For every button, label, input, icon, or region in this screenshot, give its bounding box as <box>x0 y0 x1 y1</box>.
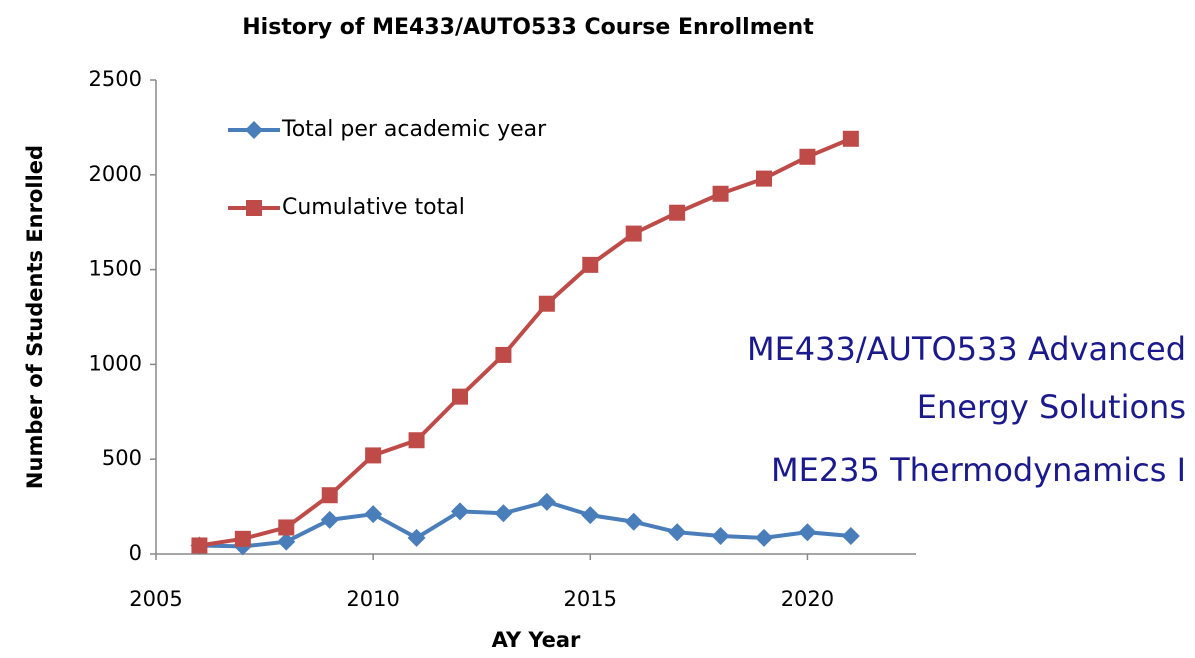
marker <box>712 185 729 202</box>
marker <box>711 526 730 545</box>
marker <box>538 295 555 312</box>
marker <box>277 532 296 551</box>
marker <box>407 528 426 547</box>
y-tick-label: 2500 <box>89 67 142 91</box>
marker <box>841 526 860 545</box>
marker <box>537 492 556 511</box>
x-tick-label: 2005 <box>129 587 182 611</box>
marker <box>495 346 512 363</box>
marker <box>582 256 599 273</box>
marker <box>234 530 251 547</box>
y-tick-label: 2000 <box>89 162 142 186</box>
x-axis-label: AY Year <box>492 628 581 652</box>
y-tick-label: 0 <box>129 541 142 565</box>
x-tick-label: 2010 <box>346 587 399 611</box>
annotation: ME433/AUTO533 Advanced <box>747 330 1186 368</box>
marker <box>625 225 642 242</box>
y-tick-label: 500 <box>102 446 142 470</box>
marker <box>494 504 513 523</box>
marker <box>624 512 643 531</box>
x-tick-label: 2020 <box>781 587 834 611</box>
marker <box>321 487 338 504</box>
marker <box>668 523 687 542</box>
marker <box>669 204 686 221</box>
marker <box>756 170 772 187</box>
annotation: Energy Solutions <box>917 388 1186 426</box>
x-tick-label: 2015 <box>564 587 617 611</box>
marker <box>842 130 859 147</box>
legend-label: Cumulative total <box>282 195 465 220</box>
marker <box>320 510 339 529</box>
series-line <box>199 499 852 549</box>
marker <box>581 506 600 525</box>
chart-title: History of ME433/AUTO533 Course Enrollme… <box>242 15 814 40</box>
marker <box>798 523 817 542</box>
marker <box>278 519 295 536</box>
series-line <box>199 136 852 548</box>
marker <box>245 121 263 139</box>
y-tick-label: 1500 <box>89 257 142 281</box>
annotation: ME235 Thermodynamics I <box>771 451 1186 489</box>
y-tick-label: 1000 <box>89 351 142 375</box>
legend-label: Total per academic year <box>281 117 547 142</box>
marker <box>755 528 773 547</box>
marker <box>191 537 208 554</box>
marker <box>365 447 382 464</box>
marker <box>246 200 262 216</box>
marker <box>364 505 383 524</box>
marker <box>799 148 816 165</box>
y-axis-label: Number of Students Enrolled <box>23 145 47 489</box>
marker <box>452 388 468 405</box>
marker <box>451 502 469 521</box>
marker <box>408 432 425 449</box>
